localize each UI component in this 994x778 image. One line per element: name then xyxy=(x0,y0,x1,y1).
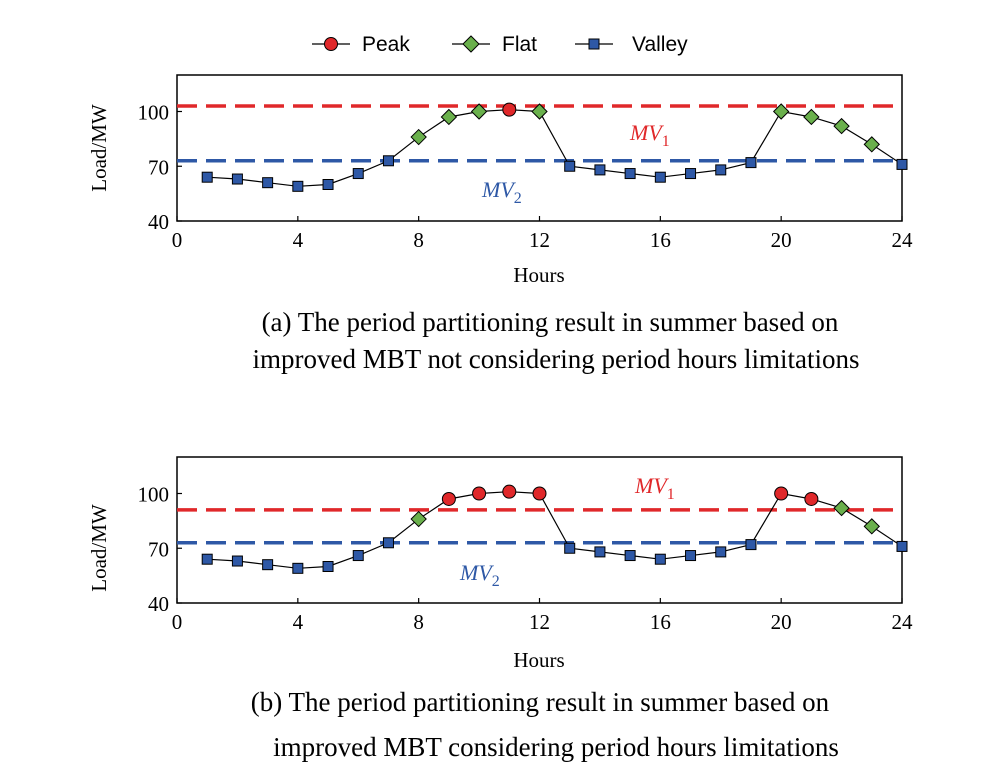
data-point-valley xyxy=(564,542,576,554)
legend-entry-flat: Flat xyxy=(452,33,537,56)
data-point-valley xyxy=(352,168,364,180)
data-point-valley xyxy=(745,157,757,169)
data-point-peak xyxy=(502,484,517,499)
data-point-flat xyxy=(410,128,427,146)
data-point-valley xyxy=(322,179,334,190)
caption-line-1: (b) The period partitioning result in su… xyxy=(251,687,830,717)
legend-label-flat: Flat xyxy=(502,33,537,56)
x-tick-label: 0 xyxy=(172,228,183,252)
data-point-valley xyxy=(292,562,304,574)
x-tick-label: 12 xyxy=(529,610,550,634)
x-tick-label: 20 xyxy=(771,228,792,252)
load-series-line xyxy=(207,491,903,569)
data-point-flat xyxy=(470,103,488,120)
threshold-label-mv2: MV2 xyxy=(459,560,500,590)
data-point-peak xyxy=(804,491,819,506)
caption-line-1: (a) The period partitioning result in su… xyxy=(262,307,839,337)
x-tick-label: 16 xyxy=(650,228,671,252)
data-point-valley xyxy=(745,539,757,551)
data-point-flat xyxy=(531,103,548,120)
x-tick-label: 4 xyxy=(293,228,304,252)
legend-label-peak: Peak xyxy=(362,33,410,56)
y-tick-label: 100 xyxy=(138,101,170,125)
data-point-peak xyxy=(774,486,789,501)
data-point-valley xyxy=(231,173,243,185)
data-point-valley xyxy=(896,540,908,552)
data-point-valley xyxy=(262,177,274,189)
x-axis-label: Hours xyxy=(513,648,564,672)
data-point-valley xyxy=(896,158,908,170)
plot-frame xyxy=(176,74,903,222)
data-point-valley xyxy=(685,168,697,180)
legend: Peak Flat Valley xyxy=(312,33,688,56)
caption-line-2: improved MBT not considering period hour… xyxy=(253,344,860,374)
data-point-valley xyxy=(624,168,636,180)
data-point-valley xyxy=(231,555,243,567)
data-point-flat xyxy=(410,510,427,528)
data-point-valley xyxy=(715,546,727,558)
data-point-valley xyxy=(654,553,666,565)
x-tick-label: 20 xyxy=(771,610,792,634)
data-point-flat xyxy=(772,103,790,120)
data-point-valley xyxy=(594,546,606,558)
data-point-valley xyxy=(292,180,304,192)
threshold-label-mv1: MV1 xyxy=(634,473,675,503)
data-point-flat xyxy=(863,136,880,153)
caption-line-2: improved MBT considering period hours li… xyxy=(273,732,839,762)
y-tick-label: 70 xyxy=(148,155,169,179)
x-tick-label: 24 xyxy=(892,610,914,634)
data-point-valley xyxy=(654,171,666,183)
y-tick-label: 40 xyxy=(148,210,169,234)
data-point-valley xyxy=(322,561,334,572)
data-point-peak xyxy=(502,102,517,117)
x-axis-label: Hours xyxy=(513,263,564,287)
data-point-valley xyxy=(564,160,576,172)
data-point-flat xyxy=(833,117,850,135)
x-tick-label: 12 xyxy=(529,228,550,252)
x-tick-label: 8 xyxy=(413,228,424,252)
plot-frame xyxy=(176,456,903,604)
legend-entry-peak: Peak xyxy=(312,33,410,56)
data-point-flat xyxy=(863,518,880,535)
y-tick-label: 40 xyxy=(148,592,169,616)
data-point-valley xyxy=(352,550,364,562)
data-point-flat xyxy=(803,108,820,126)
data-point-valley xyxy=(715,164,727,176)
threshold-label-mv2: MV2 xyxy=(481,177,522,207)
data-point-peak xyxy=(441,491,456,506)
threshold-label-mv1: MV1 xyxy=(629,120,670,150)
x-tick-label: 24 xyxy=(892,228,914,252)
data-point-flat xyxy=(440,108,458,126)
x-tick-label: 0 xyxy=(172,610,183,634)
data-point-valley xyxy=(201,171,213,183)
data-point-valley xyxy=(594,164,606,176)
data-point-valley xyxy=(262,559,274,571)
x-tick-label: 4 xyxy=(293,610,304,634)
x-tick-label: 8 xyxy=(413,610,424,634)
legend-entry-valley: Valley xyxy=(575,33,688,56)
data-point-peak xyxy=(472,486,487,501)
data-point-valley xyxy=(382,155,394,167)
data-point-valley xyxy=(382,537,394,549)
load-series-line xyxy=(207,109,903,187)
y-tick-label: 70 xyxy=(148,537,169,561)
y-axis-label: Load/MW xyxy=(87,504,111,592)
data-point-valley xyxy=(624,550,636,562)
data-point-valley xyxy=(201,553,213,565)
data-point-flat xyxy=(833,499,850,517)
data-point-peak xyxy=(532,486,547,501)
data-point-valley xyxy=(685,550,697,562)
legend-label-valley: Valley xyxy=(632,33,688,56)
y-axis-label: Load/MW xyxy=(87,104,111,192)
y-tick-label: 100 xyxy=(138,483,170,507)
x-tick-label: 16 xyxy=(650,610,671,634)
